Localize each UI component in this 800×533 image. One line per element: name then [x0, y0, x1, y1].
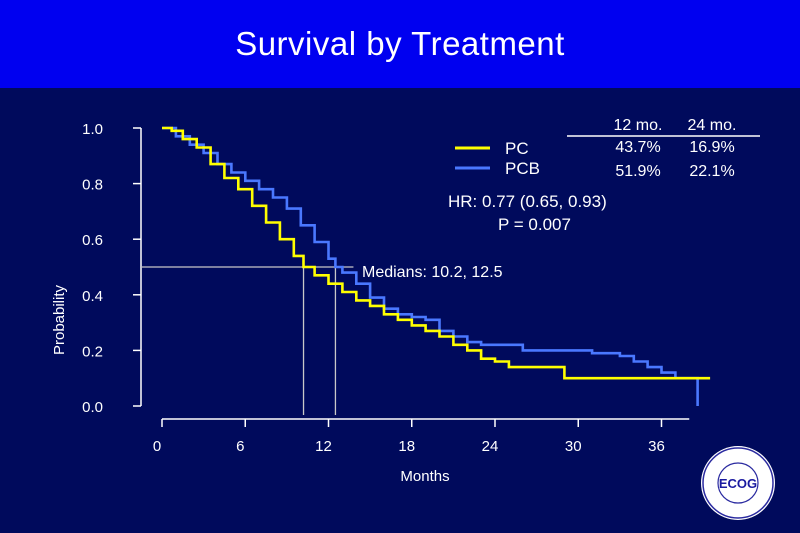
y-tick-label: 0.6 — [82, 232, 103, 249]
slide-title: Survival by Treatment — [235, 25, 565, 62]
x-tick-label: 24 — [482, 438, 499, 455]
legend-pc-24mo: 16.9% — [689, 139, 734, 156]
median-reference-lines — [141, 266, 354, 415]
logo-inner-ring — [702, 447, 774, 519]
y-tick-label: 0.0 — [82, 399, 103, 416]
legend-header-24mo: 24 mo. — [688, 117, 737, 134]
p-value-text: P = 0.007 — [498, 215, 571, 234]
x-tick-label: 18 — [398, 438, 415, 455]
legend-header-12mo: 12 mo. — [614, 117, 663, 134]
logo-center — [717, 462, 759, 504]
survival-curve-pc — [162, 126, 711, 380]
slide-body: 0.0 0.2 0.4 0.6 0.8 1.0 0 6 12 18 24 30 36 12 mo. 24… — [0, 88, 800, 533]
x-tick-label: 12 — [315, 438, 332, 455]
y-tick-label: 0.4 — [82, 288, 103, 305]
medians-annotation: Medians: 10.2, 12.5 — [362, 264, 503, 281]
x-tick-label: 36 — [648, 438, 665, 455]
legend: 12 mo. 24 mo. PC 43.7% 16.9% PCB 51.9% 2… — [455, 117, 760, 180]
legend-pcb-12mo: 51.9% — [615, 163, 660, 180]
survival-curve-pcb — [162, 126, 699, 406]
y-tick-label: 0.2 — [82, 343, 103, 360]
x-tick-label: 30 — [565, 438, 582, 455]
ecog-seal-logo: ECOG — [701, 446, 775, 520]
y-tick-label: 1.0 — [82, 121, 103, 138]
y-axis-title: Probability — [51, 284, 68, 355]
legend-pcb-24mo: 22.1% — [689, 163, 734, 180]
legend-label-pc: PC — [505, 139, 529, 158]
y-tick-label: 0.8 — [82, 177, 103, 194]
x-tick-label: 6 — [236, 438, 244, 455]
survival-chart: 0.0 0.2 0.4 0.6 0.8 1.0 0 6 12 18 24 30 36 12 mo. 24… — [51, 117, 775, 520]
survival-curves — [162, 126, 711, 406]
title-bar: Survival by Treatment — [0, 0, 800, 88]
axes: 0.0 0.2 0.4 0.6 0.8 1.0 0 6 12 18 24 30 36 — [82, 121, 690, 455]
legend-label-pcb: PCB — [505, 159, 540, 178]
legend-pc-12mo: 43.7% — [615, 139, 660, 156]
hazard-ratio-text: HR: 0.77 (0.65, 0.93) — [448, 192, 607, 211]
x-axis-title: Months — [400, 468, 449, 485]
x-tick-label: 0 — [153, 438, 161, 455]
logo-text: ECOG — [719, 476, 757, 491]
